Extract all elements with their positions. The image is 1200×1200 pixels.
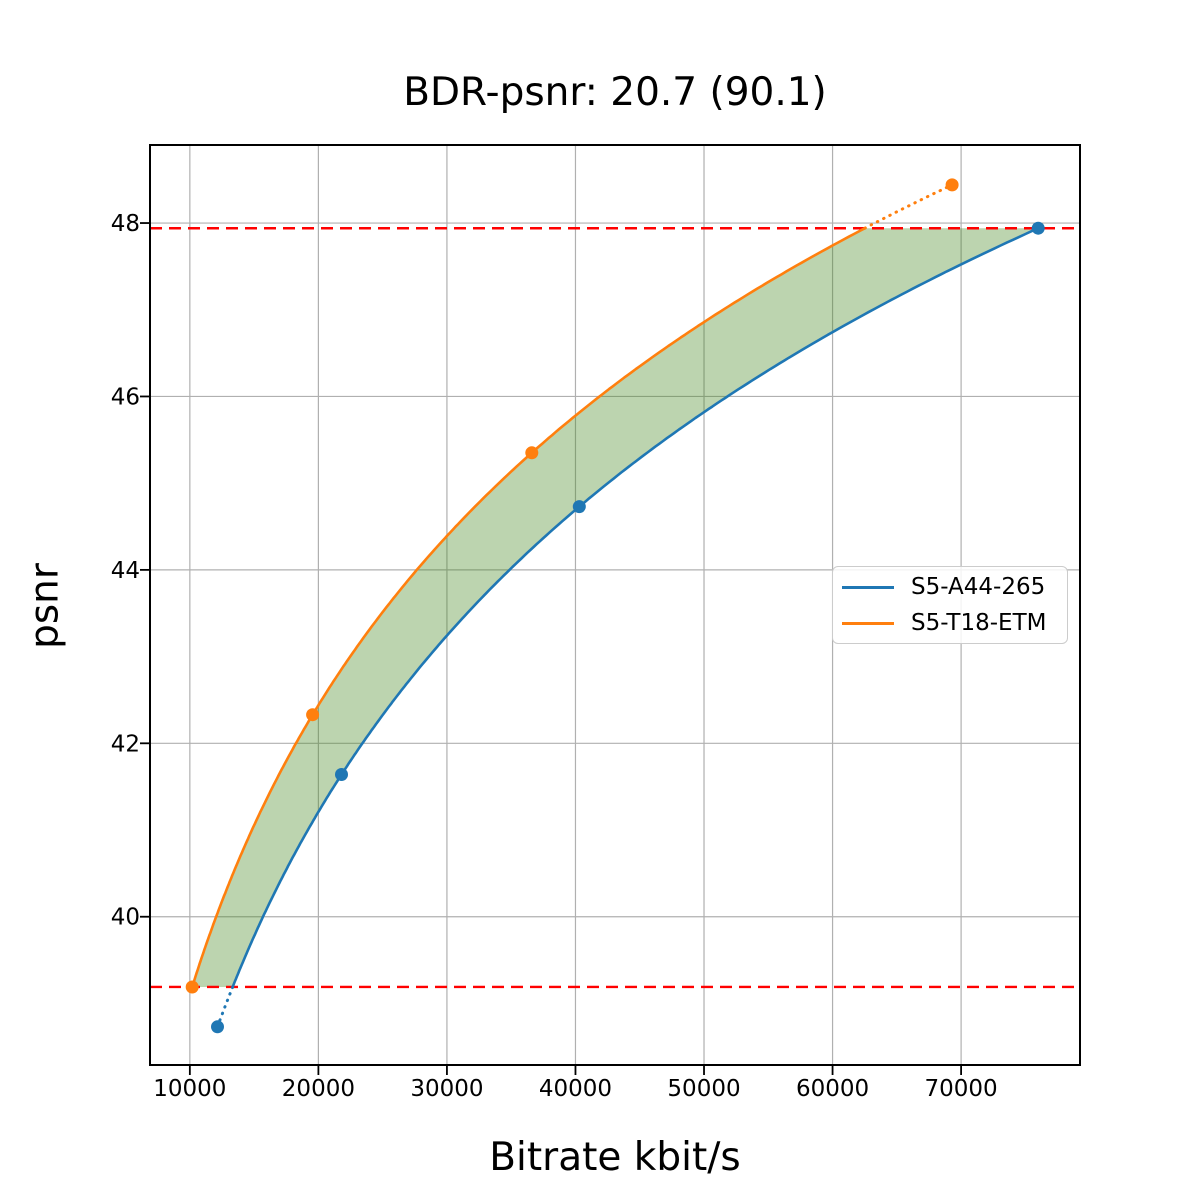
data-point-s5-t18-etm [306,708,320,722]
legend-line-sample-orange [842,621,894,625]
y-tick-label: 48 [111,211,140,237]
legend-item-s5-a44-265: S5-A44-265 [842,573,1067,600]
y-tick-label: 44 [111,558,140,584]
x-tick-label: 30000 [410,1076,483,1102]
data-point-s5-t18-etm [945,178,959,192]
x-axis-label: Bitrate kbit/s [489,1135,741,1180]
data-point-s5-t18-etm [525,446,539,460]
data-point-s5-a44-265 [572,500,586,514]
x-tick-label: 50000 [667,1076,740,1102]
y-tick-label: 46 [111,384,140,410]
legend-label: S5-T18-ETM [911,609,1047,636]
data-point-s5-t18-etm [185,980,199,994]
legend-item-s5-t18-etm: S5-T18-ETM [842,609,1067,636]
series-line-s5-a44-265 [231,227,1039,988]
legend-label: S5-A44-265 [911,573,1046,600]
x-tick-label: 40000 [539,1076,612,1102]
plot-border [149,144,1081,1066]
data-point-s5-a44-265 [211,1020,224,1034]
series-line-s5-t18-etm [190,227,866,988]
data-point-s5-a44-265 [335,768,348,781]
x-tick-label: 20000 [282,1076,355,1102]
legend: S5-A44-265 S5-T18-ETM [832,566,1068,644]
y-tick-label: 42 [111,731,140,757]
legend-line-sample-blue [842,585,894,589]
chart-title: BDR-psnr: 20.7 (90.1) [403,70,827,115]
y-tick-label: 40 [111,905,140,931]
x-tick-label: 60000 [796,1076,869,1102]
series-dotted-extension-s5-t18-etm [863,183,954,230]
x-tick-label: 10000 [153,1076,226,1102]
x-tick-label: 70000 [925,1076,998,1102]
series-dotted-extension-s5-a44-265 [216,985,235,1029]
y-axis-label: psnr [22,563,68,649]
data-point-s5-a44-265 [1031,221,1045,235]
